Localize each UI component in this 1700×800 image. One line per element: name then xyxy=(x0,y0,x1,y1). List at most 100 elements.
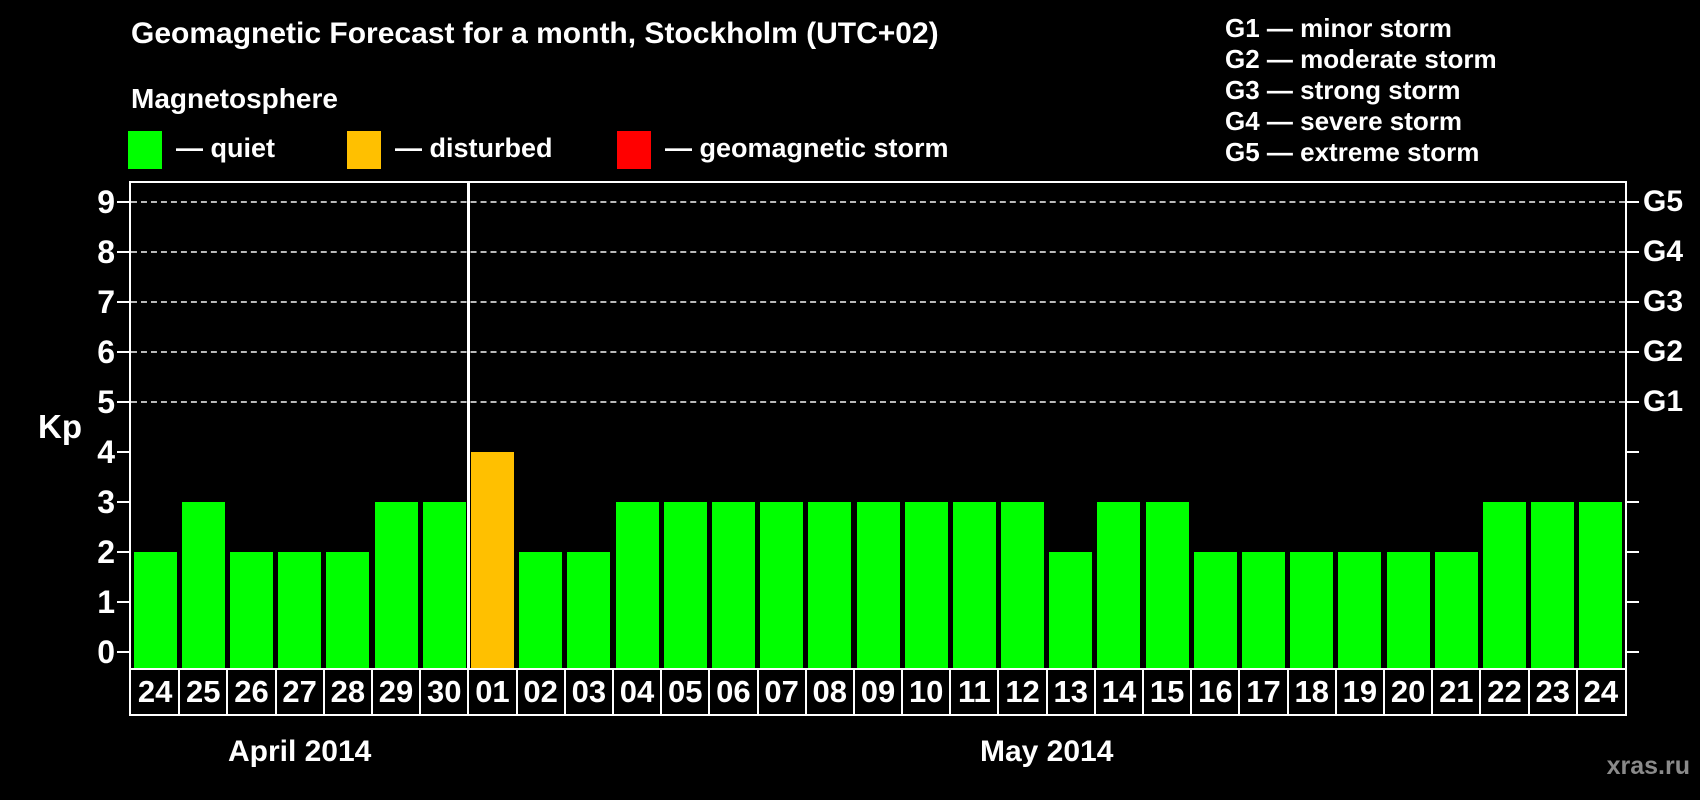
storm-scale-legend: G1 — minor storm G2 — moderate storm G3 … xyxy=(1225,13,1497,168)
bar-day-08-kp3 xyxy=(808,502,852,668)
y-tick-label-2: 2 xyxy=(97,534,115,570)
x-tick-label-10: 10 xyxy=(908,674,944,709)
left-axis-tick-0 xyxy=(117,651,129,653)
x-tick-label-12: 12 xyxy=(1005,674,1040,709)
x-tick-label-25: 25 xyxy=(186,674,221,709)
right-axis-tick-1 xyxy=(1627,601,1639,603)
x-label-divider xyxy=(1286,670,1289,714)
x-tick-label-13: 13 xyxy=(1053,674,1088,709)
watermark: xras.ru xyxy=(1606,752,1690,780)
x-tick-label-27: 27 xyxy=(282,674,317,709)
magnetosphere-label: Magnetosphere xyxy=(131,83,338,114)
bar-day-05-kp3 xyxy=(663,502,707,668)
x-tick-label-23: 23 xyxy=(1535,674,1570,709)
y-tick-label-8: 8 xyxy=(97,234,115,270)
x-label-divider xyxy=(274,670,277,714)
left-axis-tick-6 xyxy=(117,351,129,353)
x-label-divider xyxy=(1238,670,1241,714)
bar-day-25-kp3 xyxy=(181,502,225,668)
x-tick-label-20: 20 xyxy=(1390,674,1426,709)
x-label-divider xyxy=(178,670,181,714)
x-tick-label-18: 18 xyxy=(1294,674,1329,709)
bar-day-14-kp3 xyxy=(1097,502,1141,668)
right-axis-tick-2 xyxy=(1627,551,1639,553)
gridline-kp8 xyxy=(131,251,1625,253)
x-label-divider xyxy=(1190,670,1193,714)
x-label-divider xyxy=(563,670,566,714)
bar-day-09-kp3 xyxy=(856,502,900,668)
right-axis-tick-4 xyxy=(1627,451,1639,453)
x-label-divider xyxy=(1431,670,1434,714)
x-tick-label-02: 02 xyxy=(523,674,558,709)
month-label-april: April 2014 xyxy=(227,735,372,768)
bar-day-10-kp3 xyxy=(904,502,948,668)
x-tick-label-14: 14 xyxy=(1101,674,1137,709)
x-label-divider xyxy=(467,670,470,714)
bar-day-01-kp4 xyxy=(470,452,514,668)
x-label-divider xyxy=(1093,670,1096,714)
gridline-kp6 xyxy=(131,351,1625,353)
x-tick-label-17: 17 xyxy=(1246,674,1281,709)
storm-scale-line-g2: G2 — moderate storm xyxy=(1225,44,1497,74)
bar-day-27-kp2 xyxy=(278,552,322,668)
y-tick-label-0: 0 xyxy=(97,634,115,670)
x-label-divider xyxy=(756,670,759,714)
month-separator-line xyxy=(466,183,470,668)
bar-day-30-kp3 xyxy=(422,502,466,668)
x-label-divider xyxy=(419,670,422,714)
x-tick-label-01: 01 xyxy=(475,674,510,709)
disturbed-legend-label: — disturbed xyxy=(395,133,553,163)
x-tick-label-03: 03 xyxy=(571,674,607,709)
y-tick-label-4: 4 xyxy=(97,434,115,470)
left-axis-tick-1 xyxy=(117,601,129,603)
x-label-divider xyxy=(1479,670,1482,714)
x-tick-label-08: 08 xyxy=(812,674,848,709)
x-tick-label-04: 04 xyxy=(619,674,655,709)
x-tick-label-24: 24 xyxy=(137,674,173,709)
x-tick-label-28: 28 xyxy=(330,674,366,709)
y-tick-label-6: 6 xyxy=(97,334,115,370)
x-tick-label-09: 09 xyxy=(860,674,896,709)
right-axis-tick-3 xyxy=(1627,501,1639,503)
left-axis-tick-8 xyxy=(117,251,129,253)
bar-day-02-kp2 xyxy=(519,552,563,668)
x-tick-label-24: 24 xyxy=(1583,674,1619,709)
left-axis-tick-7 xyxy=(117,301,129,303)
x-label-divider xyxy=(804,670,807,714)
month-label-may: May 2014 xyxy=(979,735,1114,768)
bar-day-03-kp2 xyxy=(567,552,611,668)
y-tick-label-3: 3 xyxy=(97,484,115,520)
x-label-divider xyxy=(949,670,952,714)
x-tick-label-06: 06 xyxy=(716,674,751,709)
bar-day-04-kp3 xyxy=(615,502,659,668)
right-axis-label-g3: G3 xyxy=(1643,285,1684,318)
x-axis-label-row xyxy=(129,668,1627,716)
y-tick-label-7: 7 xyxy=(97,284,115,320)
quiet-legend-swatch xyxy=(128,131,162,169)
x-label-divider xyxy=(997,670,1000,714)
y-tick-label-9: 9 xyxy=(97,184,115,220)
storm-scale-line-g3: G3 — strong storm xyxy=(1225,75,1461,105)
x-tick-label-15: 15 xyxy=(1149,674,1185,709)
x-tick-label-26: 26 xyxy=(234,674,269,709)
x-label-divider xyxy=(611,670,614,714)
storm-scale-line-g4: G4 — severe storm xyxy=(1225,106,1463,136)
gridline-kp7 xyxy=(131,301,1625,303)
bar-day-24-kp2 xyxy=(133,552,177,668)
bar-day-21-kp2 xyxy=(1434,552,1478,668)
y-axis-title: Kp xyxy=(38,408,82,445)
bar-day-19-kp2 xyxy=(1338,552,1382,668)
x-tick-label-05: 05 xyxy=(667,674,703,709)
bar-day-18-kp2 xyxy=(1290,552,1334,668)
bar-day-20-kp2 xyxy=(1386,552,1430,668)
left-axis-tick-2 xyxy=(117,551,129,553)
x-label-divider xyxy=(1383,670,1386,714)
right-axis-tick-7 xyxy=(1627,301,1639,303)
x-label-divider xyxy=(515,670,518,714)
bar-day-22-kp3 xyxy=(1483,502,1527,668)
x-label-divider xyxy=(1142,670,1145,714)
bar-day-23-kp3 xyxy=(1531,502,1575,668)
storm-scale-line-g5: G5 — extreme storm xyxy=(1225,137,1480,167)
right-axis-label-g4: G4 xyxy=(1643,235,1684,268)
